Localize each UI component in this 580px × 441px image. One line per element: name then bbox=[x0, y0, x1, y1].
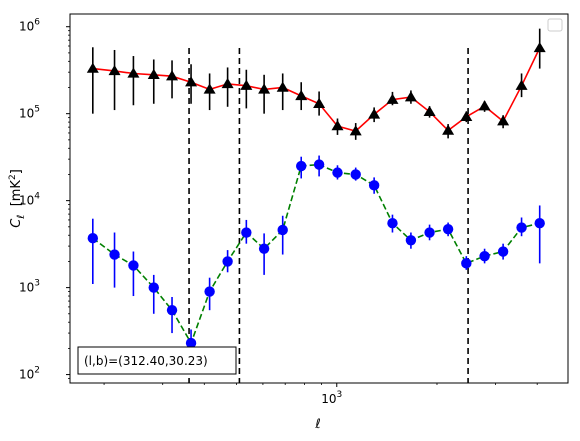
annotation-text: (l,b)=(312.40,30.23) bbox=[84, 354, 208, 368]
circle-marker bbox=[204, 286, 215, 297]
triangle-marker bbox=[515, 79, 528, 90]
circle-marker bbox=[109, 249, 120, 260]
circle-marker bbox=[479, 250, 490, 262]
circle-marker bbox=[332, 167, 343, 178]
circle-marker bbox=[148, 282, 159, 293]
triangle-marker bbox=[185, 76, 198, 87]
triangle-marker bbox=[295, 89, 308, 101]
series-2 bbox=[87, 155, 545, 371]
y-tick-exponent: 6 bbox=[34, 18, 40, 28]
plot-area bbox=[86, 28, 546, 383]
legend bbox=[547, 18, 563, 32]
triangle-marker bbox=[533, 41, 546, 53]
circle-marker bbox=[368, 180, 380, 191]
triangle-marker bbox=[404, 91, 417, 102]
y-label-subscript: ℓ bbox=[16, 215, 27, 219]
circle-marker bbox=[296, 160, 307, 172]
x-axis-label: ℓ bbox=[314, 417, 320, 432]
triangle-marker bbox=[86, 62, 99, 73]
triangle-marker bbox=[313, 97, 326, 108]
circle-marker bbox=[87, 232, 99, 244]
triangle-marker bbox=[127, 67, 140, 78]
y-tick-exponent: 4 bbox=[34, 192, 40, 202]
triangle-marker bbox=[203, 83, 216, 94]
circle-marker bbox=[185, 337, 197, 349]
triangle-marker bbox=[349, 125, 362, 136]
circle-marker bbox=[258, 243, 270, 254]
triangle-marker bbox=[478, 100, 491, 111]
circle-marker bbox=[313, 159, 325, 170]
triangle-marker bbox=[386, 93, 399, 104]
y-axis-label: Cℓ [mK2] bbox=[8, 169, 27, 228]
circle-marker bbox=[497, 246, 509, 257]
triangle-marker bbox=[276, 81, 289, 92]
circle-marker bbox=[424, 227, 435, 238]
circle-marker bbox=[461, 258, 472, 269]
triangle-marker bbox=[423, 105, 436, 117]
triangle-marker bbox=[221, 77, 234, 89]
series-1 bbox=[86, 28, 546, 140]
circle-marker bbox=[241, 227, 252, 238]
circle-marker bbox=[350, 169, 361, 180]
circle-marker bbox=[405, 235, 417, 246]
circle-marker bbox=[277, 224, 288, 236]
circle-marker bbox=[222, 256, 233, 267]
y-label-exponent: 2 bbox=[8, 174, 18, 180]
triangle-marker bbox=[460, 110, 473, 122]
triangle-marker bbox=[497, 115, 510, 126]
circle-marker bbox=[516, 222, 527, 233]
circle-marker bbox=[442, 223, 454, 235]
triangle-marker bbox=[442, 124, 455, 135]
y-tick-exponent: 3 bbox=[34, 279, 40, 289]
circle-marker bbox=[166, 304, 178, 316]
circle-marker bbox=[534, 218, 545, 229]
y-label-unit: [mK bbox=[9, 180, 24, 215]
triangle-marker bbox=[166, 70, 179, 81]
y-tick-exponent: 2 bbox=[34, 366, 40, 376]
y-tick-exponent: 5 bbox=[34, 105, 40, 115]
plot-frame bbox=[69, 13, 569, 384]
circle-marker bbox=[387, 218, 398, 229]
x-tick-exponent: 3 bbox=[337, 390, 343, 400]
coordinates-annotation: (l,b)=(312.40,30.23) bbox=[77, 346, 237, 375]
triangle-marker bbox=[240, 79, 253, 90]
triangle-marker bbox=[331, 120, 344, 131]
y-label-symbol: C bbox=[9, 218, 24, 228]
triangle-marker bbox=[108, 64, 121, 76]
triangle-marker bbox=[147, 68, 160, 79]
triangle-marker bbox=[368, 108, 381, 119]
annotation-box bbox=[77, 346, 237, 375]
triangle-marker bbox=[258, 83, 271, 94]
circle-marker bbox=[128, 260, 139, 271]
y-label-close: ] bbox=[9, 169, 24, 174]
